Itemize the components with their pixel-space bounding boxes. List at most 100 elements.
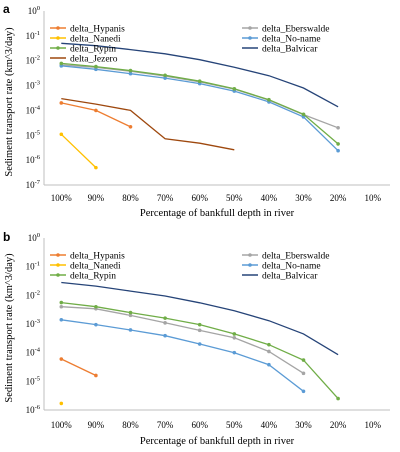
y-tick-label: 10-2 (26, 289, 40, 300)
series-line (61, 65, 339, 152)
series-line (60, 133, 97, 169)
x-tick-label: 100% (51, 420, 73, 430)
data-point (197, 322, 202, 327)
data-point (301, 371, 306, 376)
y-tick-label: 10-5 (26, 375, 40, 386)
data-point (59, 61, 64, 66)
series-delta_Hypanis (59, 357, 98, 378)
legend-marker (248, 263, 252, 267)
data-point (336, 126, 340, 130)
data-point (336, 148, 340, 153)
y-tick-label: 10-5 (26, 129, 40, 140)
legend-label: delta_No-name (262, 262, 321, 272)
data-point (301, 358, 306, 362)
data-point (163, 321, 167, 325)
legend-marker (56, 253, 60, 257)
series-delta_Balvicar (61, 42, 339, 108)
data-point (59, 64, 64, 68)
data-point (232, 332, 237, 336)
y-tick-label: 10-1 (26, 30, 40, 41)
x-tick-label: 80% (122, 420, 139, 430)
legend-label: delta_Rypin (70, 272, 116, 282)
legend-item: delta_Hypanis (50, 252, 125, 262)
data-point (94, 67, 98, 72)
series-delta_Balvicar (61, 281, 339, 356)
series-line (61, 62, 339, 145)
data-point (94, 108, 98, 113)
y-tick-label: 10-1 (26, 261, 40, 272)
series-delta_Nanedi (59, 401, 64, 406)
legend-item: delta_Balvicar (242, 45, 318, 55)
series-delta_Hypanis (59, 101, 133, 129)
data-point (94, 322, 98, 327)
data-point (94, 373, 98, 378)
data-point (301, 112, 306, 117)
legend-label: delta_Balvicar (262, 272, 318, 282)
panel-letter: b (3, 230, 10, 244)
data-point (163, 316, 167, 320)
series-line (61, 358, 97, 377)
data-point (163, 76, 167, 80)
legend-label: delta_Nanedi (70, 262, 121, 272)
chart-panel-b: b 100 10-1 10-2 10-3 10-4 10-5 10-6 100% 90% 80% 70… (3, 230, 390, 447)
y-axis-title: Sediment transport rate (km^3/day) (4, 253, 15, 403)
x-tick-label: 30% (295, 420, 312, 430)
data-point (267, 362, 271, 367)
data-point (232, 336, 237, 340)
series-delta_Nanedi (59, 132, 98, 170)
x-tick-label: 20% (330, 193, 347, 203)
x-tick-label: 20% (330, 420, 347, 430)
legend-item: delta_Nanedi (50, 35, 121, 45)
data-point (128, 328, 133, 332)
legend-item: delta_Rypin (50, 272, 116, 282)
data-point (94, 165, 98, 170)
series-delta_Eberswalde (59, 63, 340, 130)
x-tick-label: 10% (364, 420, 381, 430)
x-axis-title: Percentage of bankfull depth in river (140, 436, 295, 447)
legend-item: delta_No-name (242, 35, 321, 45)
legend-item: delta_No-name (242, 262, 321, 272)
y-tick-label: 10-3 (26, 318, 40, 329)
legend-label: delta_Eberswalde (262, 252, 330, 262)
data-point (267, 342, 271, 347)
y-tick-label: 10-7 (26, 179, 41, 190)
data-point (163, 73, 167, 78)
legend-item: delta_Rypin (50, 45, 116, 55)
series-delta_No-name (59, 64, 340, 153)
data-point (59, 318, 64, 322)
x-tick-label: 70% (157, 193, 174, 203)
legend-item: delta_Balvicar (242, 272, 318, 282)
data-point (232, 87, 237, 91)
data-point (197, 342, 202, 346)
series-line (61, 306, 304, 374)
x-tick-label: 40% (261, 193, 278, 203)
legend-label: delta_Rypin (70, 45, 116, 55)
y-tick-label: 10-2 (26, 55, 40, 66)
data-point (59, 132, 64, 137)
x-tick-label: 90% (88, 193, 105, 203)
y-tick-label: 100 (28, 5, 40, 16)
data-point (128, 71, 133, 76)
legend-label: delta_Jezero (70, 55, 118, 65)
series-line (61, 281, 339, 356)
data-point (128, 313, 133, 318)
y-tick-label: 100 (28, 232, 40, 243)
legend-label: delta_No-name (262, 35, 321, 45)
legend-label: delta_Hypanis (70, 252, 125, 262)
legend-marker (56, 273, 60, 277)
series-line (61, 64, 339, 129)
data-point (59, 101, 64, 105)
series-delta_Rypin (59, 61, 340, 146)
data-point (59, 357, 64, 361)
legend-label: delta_Eberswalde (262, 25, 330, 35)
data-point (301, 389, 306, 394)
x-tick-label: 50% (226, 193, 243, 203)
data-point (336, 142, 340, 146)
data-point (301, 115, 306, 119)
data-point (59, 304, 64, 309)
y-tick-label: 10-6 (26, 404, 41, 415)
y-tick-label: 10-6 (26, 154, 41, 165)
data-point (128, 310, 133, 315)
series-delta_No-name (59, 318, 306, 394)
